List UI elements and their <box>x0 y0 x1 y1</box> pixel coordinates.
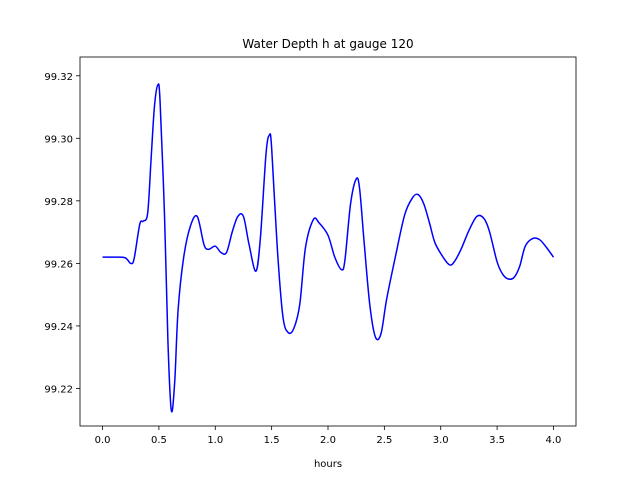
y-tick-label: 99.26 <box>44 259 73 270</box>
x-axis-label: hours <box>314 459 342 470</box>
y-tick-label: 99.30 <box>44 134 73 145</box>
y-axis: 99.22 99.24 99.26 99.28 99.30 99.32 <box>44 72 80 395</box>
series-line-0 <box>102 83 555 413</box>
x-tick-label: 0.0 <box>95 435 111 446</box>
x-tick-label: 3.5 <box>489 435 505 446</box>
x-tick-label: 2.0 <box>320 435 336 446</box>
y-tick-label: 99.28 <box>44 197 73 208</box>
x-tick-label: 2.5 <box>376 435 392 446</box>
x-tick-label: 3.0 <box>433 435 449 446</box>
x-tick-label: 0.5 <box>151 435 167 446</box>
y-tick-label: 99.24 <box>44 322 73 333</box>
x-axis: 0.0 0.5 1.0 1.5 2.0 2.5 3.0 3.5 4.0 <box>95 426 562 446</box>
chart-title: Water Depth h at gauge 120 <box>242 37 413 51</box>
y-tick-label: 99.22 <box>44 384 73 395</box>
x-tick-label: 1.0 <box>207 435 223 446</box>
x-tick-label: 4.0 <box>546 435 562 446</box>
x-tick-label: 1.5 <box>264 435 280 446</box>
y-tick-label: 99.32 <box>44 72 73 83</box>
